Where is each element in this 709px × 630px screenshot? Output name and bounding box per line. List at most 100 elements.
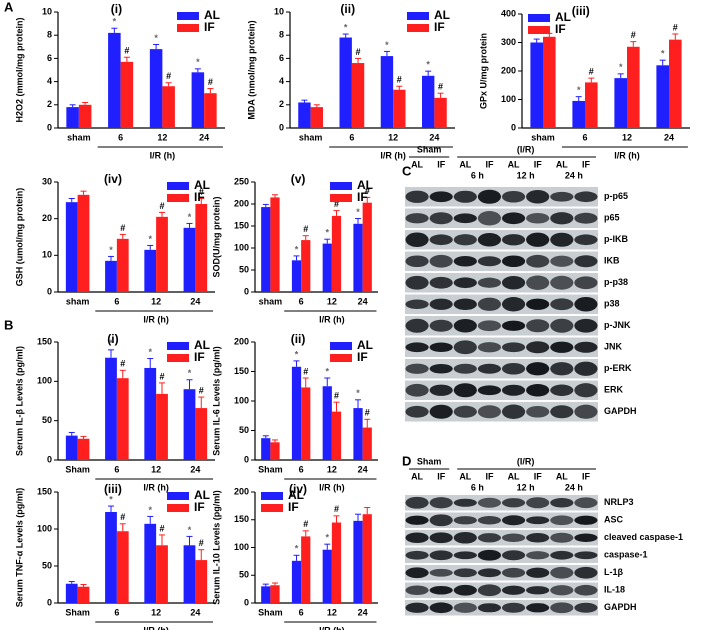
chart-title: (v): [291, 172, 306, 186]
y-tick-label: 50: [42, 560, 52, 570]
blot-band: [550, 405, 574, 419]
bar: [572, 100, 585, 128]
blot-strip: [405, 600, 598, 616]
significance-mark: #: [199, 385, 204, 395]
x-axis-label: I/R (h): [319, 625, 345, 630]
x-tick-label: 12: [327, 296, 337, 306]
blot-band: [501, 515, 526, 526]
y-tick-label: 30: [42, 176, 52, 186]
blot-band: [526, 497, 550, 509]
blot-band: [429, 212, 453, 225]
legend-label: IF: [288, 500, 299, 514]
y-tick-label: 2: [279, 99, 284, 109]
significance-mark: *: [426, 60, 430, 70]
significance-mark: *: [188, 212, 192, 222]
blot-band: [526, 232, 550, 247]
significance-mark: *: [148, 505, 152, 515]
panel-label: B: [4, 317, 13, 332]
blot-band: [453, 318, 477, 333]
y-tick-label: 200: [234, 198, 249, 208]
blot-row-label: GAPDH: [604, 602, 637, 612]
blot-band: [501, 384, 526, 396]
significance-mark: *: [295, 544, 299, 554]
blot-band: [526, 190, 550, 204]
blot-band: [429, 364, 453, 374]
bar: [105, 260, 117, 292]
bar: [120, 61, 134, 128]
legend-label: AL: [288, 488, 304, 502]
blot-band: [550, 255, 574, 267]
y-tick-label: 100: [37, 523, 52, 533]
x-axis-label: I/R (h): [614, 150, 640, 160]
blot-band: [429, 234, 453, 246]
blot-band: [574, 276, 598, 290]
y-axis-label: Serum IL-10 Levels (pg/ml): [211, 490, 221, 605]
bar: [144, 249, 157, 292]
bar: [353, 223, 363, 292]
blot-band: [405, 255, 429, 268]
bar: [656, 65, 669, 128]
blot-band: [453, 213, 477, 224]
y-tick-label: 100: [501, 94, 516, 104]
bar: [261, 207, 271, 292]
y-tick-label: 200: [234, 486, 249, 496]
blot-row-label: p-JNK: [604, 320, 631, 330]
time-label: 6 h: [471, 170, 484, 180]
blot-band: [501, 602, 526, 613]
blot-band: [429, 298, 453, 310]
significance-mark: *: [385, 40, 389, 50]
bar: [105, 357, 117, 460]
blot-group-label: (I/R): [517, 456, 535, 466]
x-tick-label: sham: [531, 132, 555, 142]
blot-row-label: JNK: [604, 342, 623, 352]
blot-strip: [405, 187, 598, 207]
significance-mark: *: [188, 368, 192, 378]
bar: [627, 46, 640, 128]
bar: [65, 202, 78, 292]
blot-band: [453, 255, 477, 267]
legend-swatch: [167, 194, 189, 202]
blot-band: [574, 212, 598, 224]
bar: [393, 89, 406, 128]
blot-band: [526, 533, 550, 543]
significance-mark: #: [303, 519, 308, 529]
blot-band: [526, 383, 550, 397]
bar: [116, 378, 129, 460]
bar: [322, 243, 332, 292]
blot-strip: [405, 337, 598, 357]
blot-band: [574, 602, 598, 613]
blot-band: [477, 342, 502, 353]
legend-label: AL: [194, 488, 210, 502]
lane-label: AL: [508, 159, 520, 169]
blot-band: [453, 568, 477, 578]
blot-band: [501, 550, 526, 561]
blot-band: [453, 405, 477, 418]
blot-band: [501, 404, 526, 419]
y-tick-label: 10: [42, 6, 52, 16]
blot-band: [550, 532, 574, 543]
blot-strip: [405, 294, 598, 314]
significance-mark: #: [673, 22, 678, 32]
blot-strip: [405, 273, 598, 293]
blot-band: [550, 275, 574, 290]
blot-band: [477, 385, 502, 396]
blot-band: [429, 568, 453, 577]
blot-band: [429, 550, 453, 561]
y-tick-label: 100: [37, 376, 52, 386]
x-axis-label: I/R (h): [319, 482, 345, 492]
blot-band: [526, 603, 550, 613]
blot-band: [550, 515, 574, 526]
bar: [66, 107, 79, 128]
legend-swatch: [407, 12, 429, 20]
bar: [614, 78, 627, 128]
blot-band: [429, 191, 453, 203]
blot-band: [550, 602, 574, 614]
lane-label: AL: [556, 471, 568, 481]
x-tick-label: Sham: [65, 607, 90, 617]
blot-band: [501, 255, 526, 268]
y-tick-label: 0: [244, 286, 249, 296]
significance-mark: #: [303, 366, 308, 376]
blot-band: [405, 363, 429, 374]
blot-band: [526, 254, 550, 268]
significance-mark: *: [154, 33, 158, 43]
